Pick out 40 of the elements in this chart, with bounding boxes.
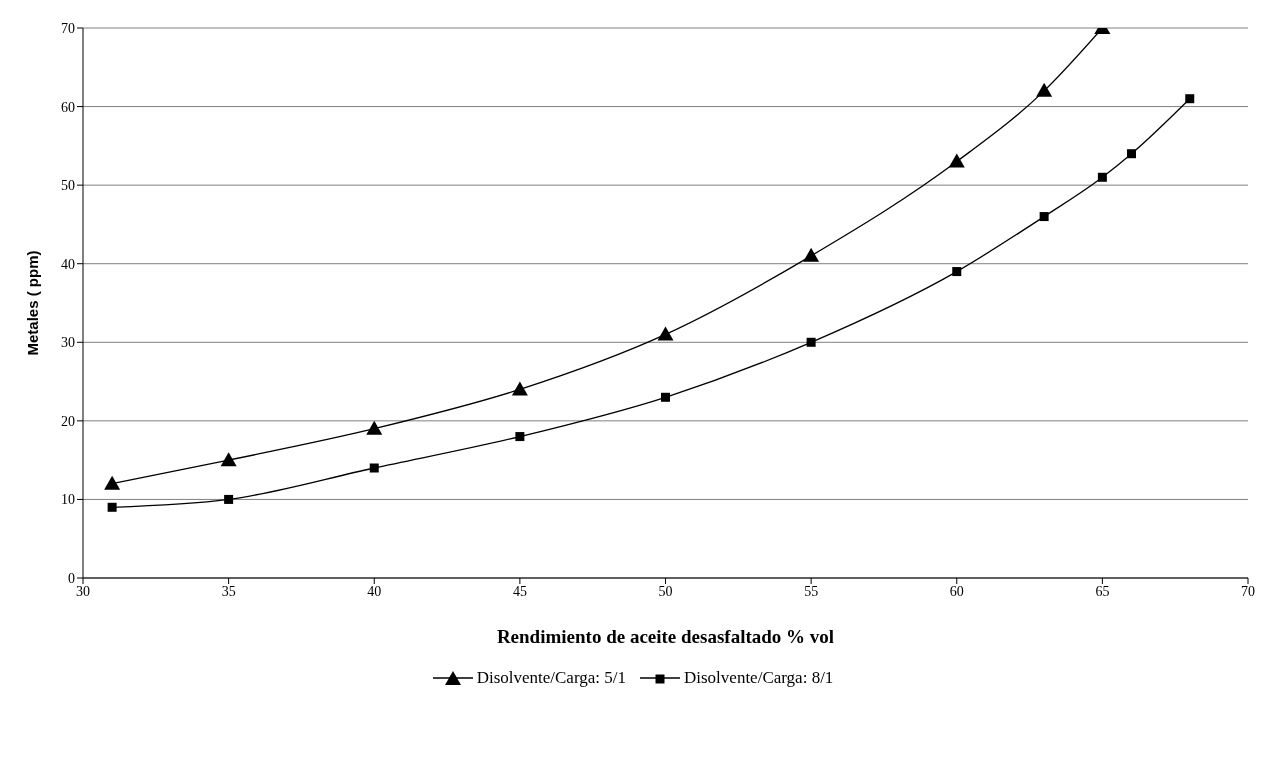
- y-axis-title: Metales ( ppm): [24, 250, 42, 356]
- point: [1185, 94, 1195, 104]
- x-tick-label: 35: [221, 583, 236, 599]
- y-tick-label: 50: [61, 178, 75, 194]
- x-tick-label: 65: [1095, 583, 1110, 599]
- y-tick-label: 20: [61, 413, 75, 429]
- y-tick-label: 40: [61, 256, 75, 272]
- point: [952, 267, 962, 277]
- y-tick-label: 30: [61, 335, 75, 351]
- point: [515, 432, 525, 442]
- x-tick-label: 55: [804, 583, 819, 599]
- point: [107, 502, 117, 512]
- x-axis-title: Rendimiento de aceite desasfaltado % vol: [496, 626, 835, 647]
- y-tick-label: 0: [68, 570, 75, 586]
- y-tick-label: 70: [61, 20, 75, 36]
- point: [657, 326, 674, 341]
- point: [220, 452, 237, 467]
- point: [661, 392, 670, 402]
- point: [366, 420, 383, 435]
- x-tick-label: 45: [512, 583, 527, 599]
- point: [369, 463, 379, 473]
- point: [1097, 172, 1107, 182]
- point: [803, 247, 820, 262]
- x-tick-label: 40: [367, 583, 382, 599]
- point: [1039, 212, 1049, 222]
- point: [1127, 149, 1136, 159]
- point: [511, 381, 528, 396]
- y-tick-label: 60: [61, 99, 75, 115]
- legend-label: Disolvente/Carga: 8/1: [684, 668, 834, 688]
- x-tick-label: 60: [949, 583, 964, 599]
- point: [1036, 82, 1053, 97]
- point: [948, 153, 965, 168]
- legend-label: Disolvente/Carga: 5/1: [476, 668, 626, 688]
- x-tick-label: 30: [76, 583, 90, 599]
- point: [104, 475, 121, 490]
- point: [224, 494, 234, 504]
- x-tick-label: 50: [658, 583, 673, 599]
- y-tick-label: 10: [61, 492, 75, 508]
- x-tick-label: 70: [1241, 583, 1255, 599]
- point: [806, 337, 816, 347]
